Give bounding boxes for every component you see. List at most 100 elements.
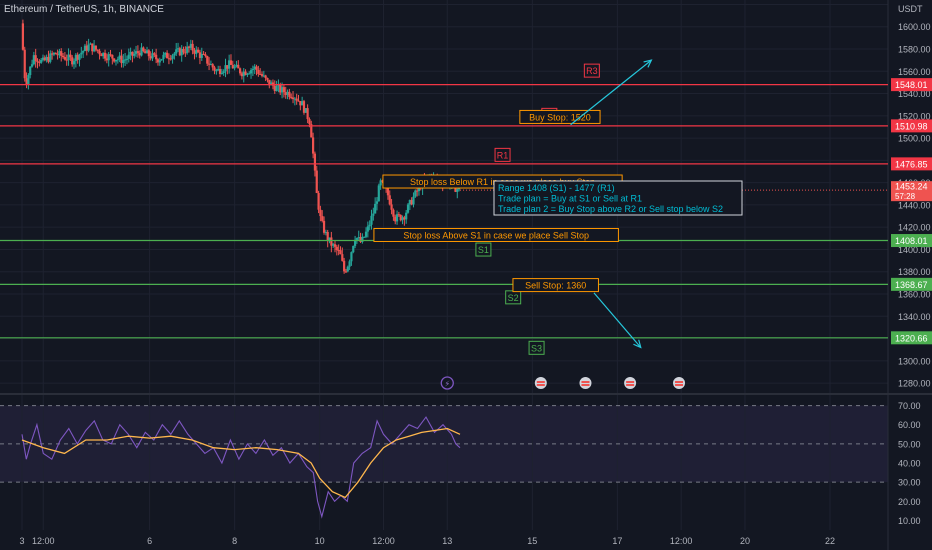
candle-body [248,73,251,75]
candle-body [40,59,43,63]
candle-body [310,124,313,138]
rsi-tick-label: 30.00 [898,478,921,488]
candle-body [125,58,129,60]
candle-body [206,55,209,64]
price-tick-label: 1360.00 [898,290,931,300]
candle-body [147,50,150,57]
time-tick-label: 20 [740,536,750,546]
candle-body [286,91,289,95]
candle-body [140,47,143,56]
time-tick-label: 15 [527,536,537,546]
candle-body [134,51,138,54]
candle-body [341,254,344,261]
candle-body [313,153,317,171]
candle-body [273,85,276,92]
candle-body [218,69,222,74]
candle-body [372,213,375,216]
candle-body [375,201,379,204]
candle-body [197,49,200,53]
lightning-glyph: ⚡ [444,380,450,389]
candle-body [406,204,410,213]
candle-body [366,226,369,232]
level-name-box [583,63,600,78]
candle-body [36,61,39,63]
candle-body [91,43,94,52]
candle-body [226,65,229,69]
rsi-tick-label: 60.00 [898,420,921,430]
candle-body [187,46,191,48]
annotation-text: Stop loss Above S1 in case we place Sell… [403,230,589,240]
candle-body [394,216,397,222]
candle-body [215,70,218,72]
candle-body [122,60,125,64]
price-tick-label: 1600.00 [898,22,931,32]
candle-body [29,66,32,76]
candle-body [217,69,220,71]
candle-body [308,119,311,125]
level-price-label: 1476.85 [895,159,928,169]
level-price-label: 1510.98 [895,121,928,131]
level-name-box [528,340,545,355]
candle-body [160,59,163,61]
candle-body [98,50,101,55]
candle-body [61,55,65,58]
candle-body [249,70,253,74]
candle-body [312,137,315,154]
candle-body [228,60,231,69]
candle-body [456,189,459,192]
candle-body [257,69,260,74]
candle-body [129,51,132,55]
candle-body [52,52,56,55]
time-tick-label: 22 [825,536,835,546]
candle-body [304,108,307,113]
candle-body [80,52,83,55]
trade-plan-line: Trade plan 2 = Buy Stop above R2 or Sell… [498,204,723,214]
candle-body [405,212,408,220]
candle-body [322,220,326,233]
level-price-label: 1368.67 [895,280,928,290]
level-price-label: 1408.01 [895,236,928,246]
candle-body [324,232,327,234]
candle-body [211,64,214,68]
level-name-label: S2 [508,293,519,303]
time-tick-label: 17 [612,536,622,546]
candle-body [260,74,264,76]
candle-body [224,65,227,72]
candle-body [85,45,88,51]
candle-body [295,98,298,101]
candle-body [395,214,399,222]
candle-body [162,54,165,60]
level-price-tag [891,331,932,345]
level-name-label: R3 [586,66,598,76]
candle-body [23,49,26,79]
time-tick-label: 8 [232,536,237,546]
candle-body [233,66,236,69]
candle-body [27,75,30,85]
candle-body [189,43,192,48]
candle-body [175,49,178,54]
level-price-tag [891,78,932,92]
candle-body [343,260,346,272]
candle-body [264,75,267,79]
candle-body [280,87,284,93]
candle-body [204,54,207,56]
candle-body [355,238,359,240]
projection-arrow-line [593,292,642,348]
candle-body [368,224,371,227]
flag-stripe [536,381,545,383]
candle-body [282,87,286,93]
candle-body [202,53,205,55]
candle-body [78,54,81,60]
candle-body [144,51,147,54]
candle-body [69,54,72,58]
flag-stripe [675,381,684,383]
candle-body [284,92,287,95]
candle-body [255,66,258,70]
candle-body [403,217,406,220]
price-tick-label: 1440.00 [898,200,931,210]
candle-body [94,45,98,50]
level-name-label: R1 [497,150,509,160]
candle-body [164,52,167,55]
